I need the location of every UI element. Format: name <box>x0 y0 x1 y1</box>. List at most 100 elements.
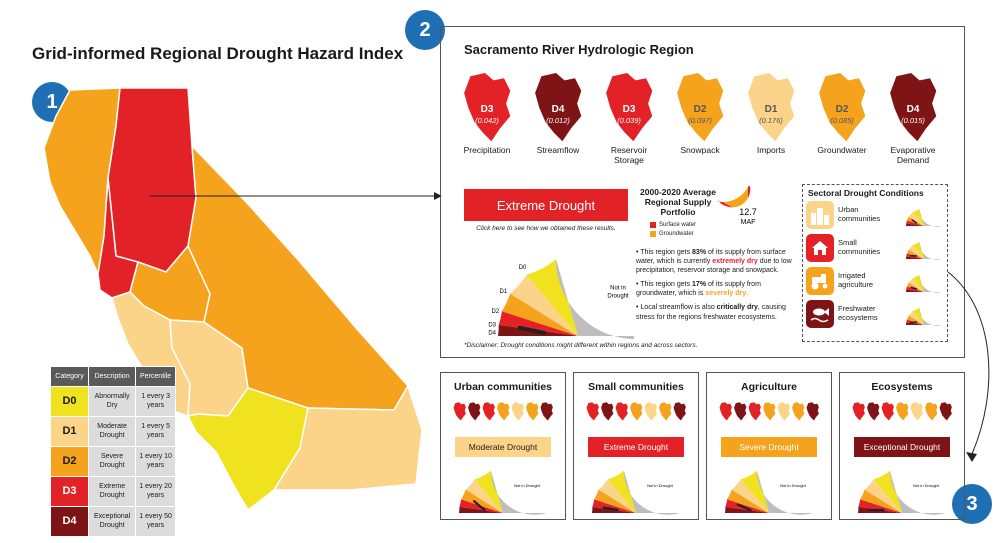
indicator-value: (0.039) <box>617 116 641 125</box>
card-indicator-shape <box>925 402 938 421</box>
card-indicator-shape <box>939 402 952 421</box>
card-indicator-shapes <box>719 402 819 421</box>
card-status-banner: Moderate Drought <box>455 437 551 457</box>
summary-bullet-groundwater: • This region gets 17% of its supply fro… <box>636 281 761 298</box>
gauge-band-d0 <box>474 470 503 513</box>
card-indicator-shape <box>806 402 819 421</box>
indicator-value: (0.042) <box>475 116 499 125</box>
card-gauge-label: Not in Drought <box>780 483 807 488</box>
gauge-band-d0 <box>912 208 924 226</box>
sector-card-ecosystems[interactable]: Ecosystems Exceptional Drought Not in Drou… <box>839 372 965 520</box>
legend-header-category: Category <box>50 366 89 387</box>
gauge-band-none <box>919 307 942 326</box>
card-indicator-shapes <box>453 402 553 421</box>
indicator-precipitation[interactable]: D3 (0.042) Precipitation <box>454 72 520 156</box>
region-title: Sacramento River Hydrologic Region <box>464 42 694 57</box>
gauge-band-d4 <box>906 256 924 259</box>
card-indicator-shape <box>852 402 865 421</box>
card-indicator-shape <box>910 402 923 421</box>
sector-mini-gauge <box>906 307 942 326</box>
gauge-band-d2 <box>461 489 503 513</box>
gauge-band-d0 <box>740 470 769 513</box>
gauge-band-none <box>623 470 680 515</box>
region-drought-gauge: D0 D1 D2 D3 D4 Not in Drought <box>488 259 634 340</box>
sector-row-freshwater-ecosystems[interactable]: Freshwater ecosystems <box>806 300 946 330</box>
region-sacramento[interactable] <box>107 87 197 273</box>
region-colorado-river[interactable] <box>272 384 423 491</box>
card-indicator-shape <box>734 402 747 421</box>
gauge-needle <box>909 321 918 324</box>
region-summary: • This region gets 83% of its supply fro… <box>636 248 798 327</box>
indicator-label: Reservoir Storage <box>610 145 648 165</box>
gauge-band-d1 <box>731 479 769 513</box>
indicator-imports[interactable]: D1 (0.176) Imports <box>738 72 804 156</box>
legend-row: D3 Extreme Drought 1 every 20 years <box>50 476 176 507</box>
gauge-band-d1 <box>908 278 924 292</box>
sector-card-agriculture[interactable]: Agriculture Severe Drought Not in Drought <box>706 372 832 520</box>
legend-header-description: Description <box>87 366 137 387</box>
indicator-shape <box>464 73 511 142</box>
indicator-category: D2 <box>694 104 707 115</box>
gauge-band-d1 <box>908 311 924 325</box>
sector-label: Urban communities <box>838 205 881 223</box>
gauge-label-d4: D4 <box>488 330 496 336</box>
surface-water-swatch <box>650 222 656 228</box>
portfolio-unit: MAF <box>741 219 756 226</box>
gauge-band-none <box>919 274 942 293</box>
card-indicator-shape <box>526 402 539 421</box>
step-badge-3: 3 <box>952 484 992 524</box>
gauge-band-d2 <box>906 249 924 259</box>
indicator-shape <box>677 73 724 142</box>
card-status-banner: Exceptional Drought <box>854 437 950 457</box>
gauge-hub <box>484 512 522 515</box>
legend-percentile: 1 every 3 years <box>135 386 176 417</box>
portfolio-legend-label: Groundwater <box>659 231 694 237</box>
map-to-region-arrow <box>150 192 442 200</box>
card-indicator-shape <box>659 402 672 421</box>
city-icon <box>806 201 834 229</box>
legend-percentile: 1 every 50 years <box>135 506 176 537</box>
gauge-band-d0 <box>912 274 924 292</box>
indicator-groundwater[interactable]: D2 (0.085) Groundwater <box>809 72 875 156</box>
sector-card-small-communities[interactable]: Small communities Extreme Drought Not in D… <box>573 372 699 520</box>
indicator-region-shape: D2(0.085) <box>819 73 866 142</box>
gauge-needle <box>602 506 619 512</box>
legend-description: Abnormally Dry <box>87 386 137 417</box>
card-title: Ecosystems <box>871 381 933 393</box>
legend-row: D0 Abnormally Dry 1 every 3 years <box>50 386 176 417</box>
legend-category: D2 <box>50 446 89 477</box>
card-indicator-shape <box>497 402 510 421</box>
card-indicator-shape <box>615 402 628 421</box>
indicator-region-shape: D1(0.176) <box>748 73 795 142</box>
sector-row-urban-communities[interactable]: Urban communities <box>806 201 946 231</box>
sector-row-irrigated-agriculture[interactable]: Irrigated agriculture <box>806 267 946 297</box>
gauge-label-d1: D1 <box>500 289 508 295</box>
card-title: Agriculture <box>740 381 797 393</box>
card-indicator-shape <box>748 402 761 421</box>
sector-card-urban-communities[interactable]: Urban communities Moderate Drought Not in … <box>440 372 566 520</box>
gauge-needle <box>736 503 752 512</box>
indicator-snowpack[interactable]: D2 (0.097) Snowpack <box>667 72 733 156</box>
indicator-shape <box>890 73 937 142</box>
gauge-band-none <box>555 259 634 340</box>
legend-description: Severe Drought <box>87 446 137 477</box>
gauge-band-d2 <box>906 315 924 325</box>
sector-mini-gauge <box>906 274 942 293</box>
gauge-band-d2 <box>906 216 924 226</box>
card-indicator-shape <box>644 402 657 421</box>
gauge-label-not-in-drought: Not in Drought <box>607 286 629 300</box>
gauge-needle <box>473 500 486 512</box>
indicator-reservoir-storage[interactable]: D3 (0.039) Reservoir Storage <box>596 72 662 166</box>
card-indicator-shape <box>896 402 909 421</box>
sector-row-small-communities[interactable]: Small communities <box>806 234 946 264</box>
gauge-label-d2: D2 <box>492 309 500 315</box>
region-status-banner[interactable]: Extreme Drought <box>464 189 628 221</box>
methodology-link[interactable]: Click here to see how we obtained these … <box>476 225 616 232</box>
indicator-shape <box>606 73 653 142</box>
indicator-streamflow[interactable]: D4 (0.012) Streamflow <box>525 72 591 156</box>
card-status-banner: Severe Drought <box>721 437 817 457</box>
card-indicator-shape <box>777 402 790 421</box>
gauge-hub <box>750 512 788 515</box>
legend-description: Exceptional Drought <box>87 506 137 537</box>
indicator-evaporative-demand[interactable]: D4 (0.015) Evaporative Demand <box>880 72 946 166</box>
